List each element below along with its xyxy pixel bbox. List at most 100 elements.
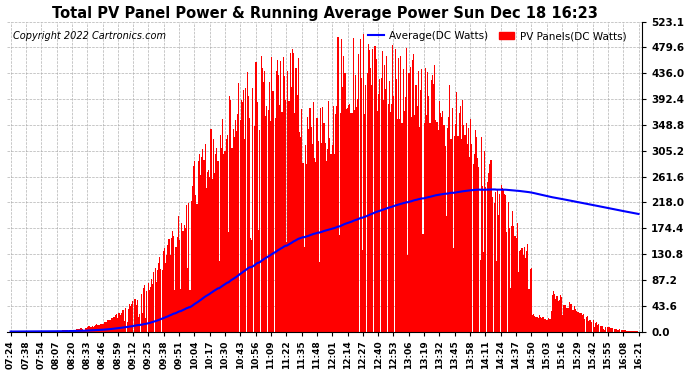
Bar: [334, 153, 335, 332]
Bar: [244, 139, 246, 332]
Bar: [312, 144, 313, 332]
Bar: [490, 159, 491, 332]
Bar: [411, 117, 412, 332]
Bar: [58, 331, 59, 332]
Bar: [480, 260, 481, 332]
Bar: [556, 296, 558, 332]
Bar: [630, 331, 631, 332]
Bar: [512, 211, 513, 332]
Bar: [471, 144, 473, 332]
Bar: [370, 68, 371, 332]
Bar: [453, 248, 454, 332]
Bar: [474, 154, 475, 332]
Bar: [137, 300, 138, 332]
Bar: [182, 231, 184, 332]
Bar: [589, 320, 590, 332]
Bar: [349, 104, 350, 332]
Bar: [470, 118, 471, 332]
Bar: [491, 160, 492, 332]
Bar: [429, 123, 431, 332]
Bar: [598, 324, 600, 332]
Bar: [586, 316, 588, 332]
Bar: [102, 324, 103, 332]
Bar: [483, 252, 484, 332]
Bar: [110, 320, 111, 332]
Bar: [571, 310, 573, 332]
Bar: [373, 46, 375, 332]
Bar: [485, 186, 486, 332]
Bar: [488, 173, 489, 332]
Bar: [256, 62, 257, 332]
Bar: [290, 87, 292, 332]
Bar: [629, 331, 630, 332]
Bar: [70, 330, 72, 332]
Bar: [552, 295, 553, 332]
Bar: [243, 90, 244, 332]
Bar: [439, 101, 440, 332]
Bar: [194, 161, 195, 332]
Bar: [55, 331, 57, 332]
Bar: [441, 117, 442, 332]
Bar: [378, 94, 380, 332]
Bar: [433, 84, 434, 332]
Bar: [141, 313, 143, 332]
Bar: [454, 136, 455, 332]
Bar: [221, 147, 222, 332]
Bar: [152, 284, 153, 332]
Bar: [524, 247, 525, 332]
Bar: [255, 62, 256, 332]
Bar: [395, 79, 397, 332]
Bar: [518, 272, 519, 332]
Bar: [508, 202, 509, 332]
Bar: [109, 320, 110, 332]
Bar: [165, 263, 166, 332]
Bar: [308, 129, 309, 332]
Bar: [369, 50, 370, 332]
Bar: [403, 69, 404, 332]
Bar: [116, 314, 117, 332]
Bar: [506, 232, 507, 332]
Bar: [562, 315, 563, 332]
Bar: [95, 326, 96, 332]
Bar: [538, 318, 539, 332]
Bar: [78, 329, 79, 332]
Bar: [157, 270, 158, 332]
Bar: [542, 317, 544, 332]
Bar: [344, 73, 346, 332]
Bar: [193, 166, 194, 332]
Bar: [250, 238, 251, 332]
Bar: [284, 76, 285, 332]
Bar: [171, 238, 172, 332]
Bar: [427, 72, 428, 332]
Bar: [431, 80, 432, 332]
Bar: [455, 124, 456, 332]
Bar: [446, 216, 447, 332]
Bar: [268, 82, 270, 332]
Text: Copyright 2022 Cartronics.com: Copyright 2022 Cartronics.com: [13, 31, 166, 41]
Bar: [313, 102, 314, 332]
Bar: [504, 194, 505, 332]
Bar: [188, 202, 189, 332]
Bar: [511, 226, 512, 332]
Bar: [60, 331, 61, 332]
Bar: [67, 330, 68, 332]
Bar: [101, 324, 102, 332]
Bar: [561, 297, 562, 332]
Bar: [322, 107, 324, 332]
Bar: [139, 314, 141, 332]
Bar: [214, 173, 215, 332]
Bar: [264, 71, 265, 332]
Bar: [541, 318, 542, 332]
Bar: [414, 115, 415, 332]
Bar: [209, 177, 210, 332]
Bar: [288, 101, 290, 332]
Bar: [53, 331, 55, 332]
Bar: [434, 65, 435, 332]
Bar: [129, 304, 130, 332]
Bar: [278, 75, 279, 332]
Bar: [117, 318, 119, 332]
Bar: [75, 330, 77, 332]
Bar: [546, 320, 547, 332]
Bar: [539, 315, 540, 332]
Bar: [388, 81, 390, 332]
